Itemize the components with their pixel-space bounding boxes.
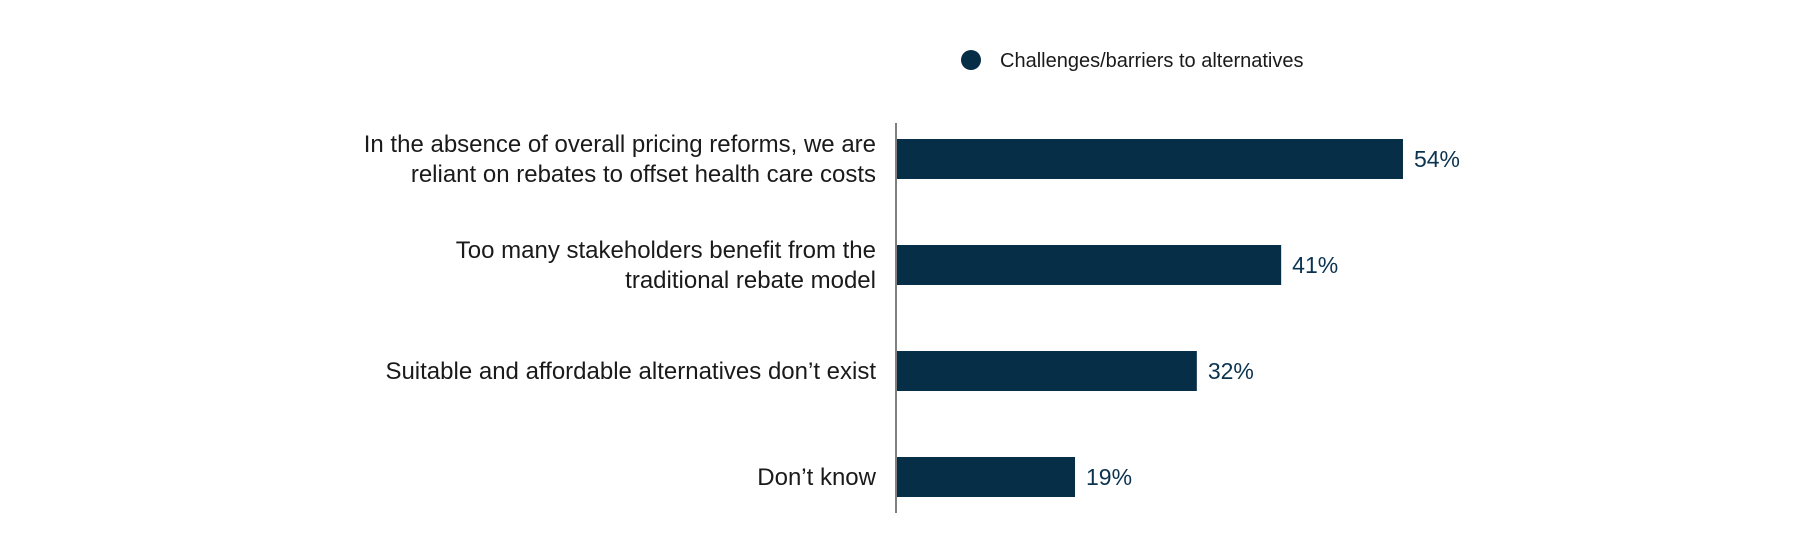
category-label: In the absence of overall pricing reform… [364,131,876,158]
legend: Challenges/barriers to alternatives [961,50,1304,72]
bars [897,139,1403,497]
value-label: 19% [1086,464,1132,490]
category-labels: In the absence of overall pricing reform… [364,131,877,491]
bar [897,139,1403,179]
value-label: 41% [1292,252,1338,278]
category-label: Don’t know [757,464,876,491]
value-label: 32% [1208,358,1254,384]
value-label: 54% [1414,146,1460,172]
category-label: Suitable and affordable alternatives don… [385,358,876,385]
value-labels: 54% 41% 32% 19% [1086,146,1460,490]
bar [897,245,1282,285]
category-label: reliant on rebates to offset health care… [411,161,876,188]
category-label: traditional rebate model [625,267,876,294]
category-label: Too many stakeholders benefit from the [456,237,876,264]
bar [897,351,1197,391]
legend-label: Challenges/barriers to alternatives [1000,50,1304,72]
legend-marker [961,50,981,70]
bar [897,457,1076,497]
